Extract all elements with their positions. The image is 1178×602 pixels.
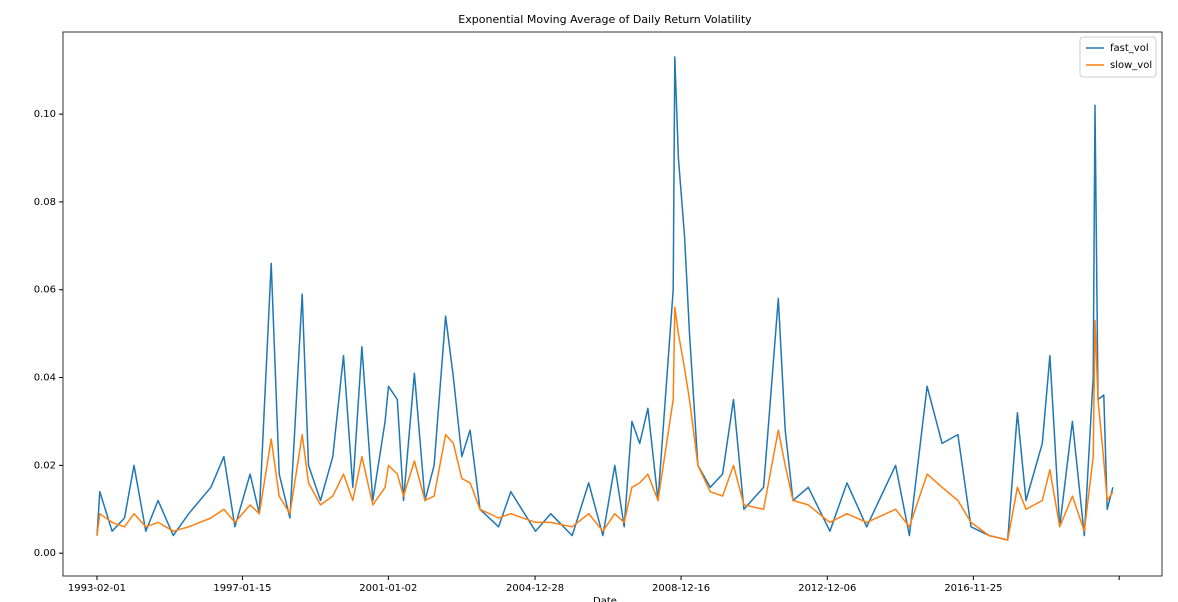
x-tick-label: 2016-11-25 xyxy=(944,583,1002,594)
series-line xyxy=(96,56,1114,541)
legend-label: fast_vol xyxy=(1110,43,1149,54)
legend-box xyxy=(1079,36,1157,78)
x-tick-label: 1993-02-01 xyxy=(68,583,126,594)
plot-frame xyxy=(62,31,1163,577)
x-tick-label: 2004-12-28 xyxy=(506,583,564,594)
y-tick-label: 0.04 xyxy=(34,373,56,384)
chart-title: Exponential Moving Average of Daily Retu… xyxy=(458,13,752,26)
y-tick-label: 0.00 xyxy=(34,548,56,559)
legend-label: slow_vol xyxy=(1110,60,1152,71)
x-tick-label: 2008-12-16 xyxy=(652,583,710,594)
y-tick-label: 0.06 xyxy=(34,285,56,296)
x-tick-label: 2012-12-06 xyxy=(798,583,856,594)
series-line xyxy=(96,306,1114,541)
y-tick-label: 0.02 xyxy=(34,460,56,471)
legend: fast_vol slow_vol xyxy=(1079,36,1157,78)
x-axis-label: Date xyxy=(593,596,617,602)
x-tick-label: 2001-01-02 xyxy=(359,583,417,594)
x-tick-label: 1997-01-15 xyxy=(213,583,271,594)
y-tick-label: 0.08 xyxy=(34,197,56,208)
y-tick-label: 0.10 xyxy=(34,109,56,120)
